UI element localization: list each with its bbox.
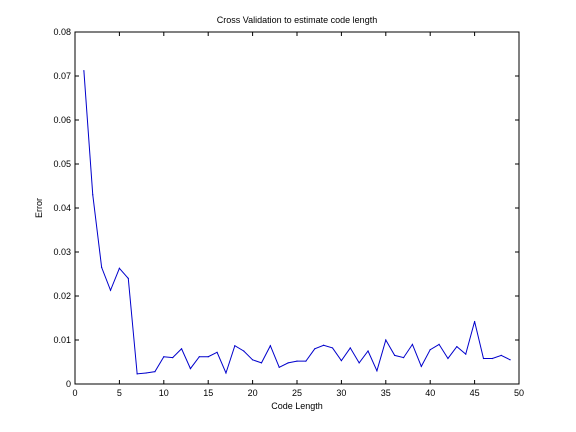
y-axis-label: Error	[34, 198, 44, 218]
data-point	[154, 371, 156, 373]
x-tick-label: 10	[159, 388, 169, 398]
data-point	[101, 266, 103, 268]
data-point	[314, 348, 316, 350]
y-tick-label: 0	[66, 379, 71, 389]
data-point	[358, 362, 360, 364]
x-tick-label: 40	[425, 388, 435, 398]
y-tick-label: 0.07	[53, 71, 71, 81]
data-point	[456, 346, 458, 348]
data-point	[260, 362, 263, 364]
data-point	[482, 357, 485, 360]
y-tick-label: 0.06	[53, 115, 71, 125]
data-point	[509, 359, 511, 361]
x-tick-label: 35	[381, 388, 391, 398]
data-point	[225, 372, 227, 374]
data-point	[189, 368, 192, 370]
chart-title: Cross Validation to estimate code length	[217, 15, 377, 25]
x-tick-label: 30	[336, 388, 346, 398]
y-tick-label: 0.04	[53, 203, 71, 213]
data-point	[438, 343, 440, 345]
data-point	[198, 356, 200, 358]
y-tick-label: 0.02	[53, 291, 71, 301]
data-point	[465, 353, 467, 355]
data-point	[83, 70, 85, 72]
data-point	[305, 360, 307, 362]
data-point	[376, 370, 378, 372]
data-point	[118, 267, 120, 269]
data-point	[109, 289, 112, 291]
x-tick-label: 25	[292, 388, 302, 398]
tick-labels: 0 5 10 15 20 25 30 35 40 45 50 0 0.01 0.02 0.03 0.04 0.0…	[53, 27, 524, 398]
data-point	[323, 344, 325, 346]
data-point	[420, 365, 422, 367]
x-tick-label: 5	[117, 388, 122, 398]
data-point	[172, 357, 174, 359]
data-point	[394, 354, 396, 356]
data-point	[269, 345, 271, 347]
data-point	[349, 347, 351, 349]
data-point	[92, 194, 94, 196]
x-tick-label: 50	[514, 388, 524, 398]
data-point	[127, 277, 129, 279]
y-tick-label: 0.03	[53, 247, 71, 257]
series-group	[83, 70, 511, 375]
data-point	[491, 357, 493, 360]
y-tick-label: 0.05	[53, 159, 71, 169]
data-point	[340, 360, 342, 362]
data-point	[402, 357, 405, 359]
data-point	[136, 373, 138, 375]
data-point	[252, 359, 254, 361]
data-point	[474, 320, 476, 323]
y-tick-label: 0.01	[53, 335, 71, 345]
data-point	[385, 339, 387, 341]
data-point	[296, 360, 298, 362]
x-axis-label: Code Length	[271, 401, 323, 411]
data-point	[278, 366, 280, 368]
data-point	[207, 356, 209, 358]
x-tick-label: 15	[203, 388, 213, 398]
x-tick-label: 0	[72, 388, 77, 398]
data-point	[234, 345, 236, 347]
data-point	[331, 347, 334, 349]
data-point	[180, 348, 183, 350]
data-point	[145, 372, 147, 374]
data-point	[500, 354, 502, 356]
data-point	[163, 356, 165, 358]
data-point	[429, 349, 431, 351]
plot-area-frame	[74, 31, 520, 385]
data-point	[243, 350, 245, 352]
x-tick-label: 45	[470, 388, 480, 398]
x-tick-label: 20	[248, 388, 258, 398]
y-tick-label: 0.08	[53, 27, 71, 37]
data-point	[287, 362, 289, 364]
data-point	[216, 351, 218, 353]
data-point	[447, 357, 449, 360]
data-point	[411, 343, 414, 345]
data-point	[367, 350, 369, 352]
